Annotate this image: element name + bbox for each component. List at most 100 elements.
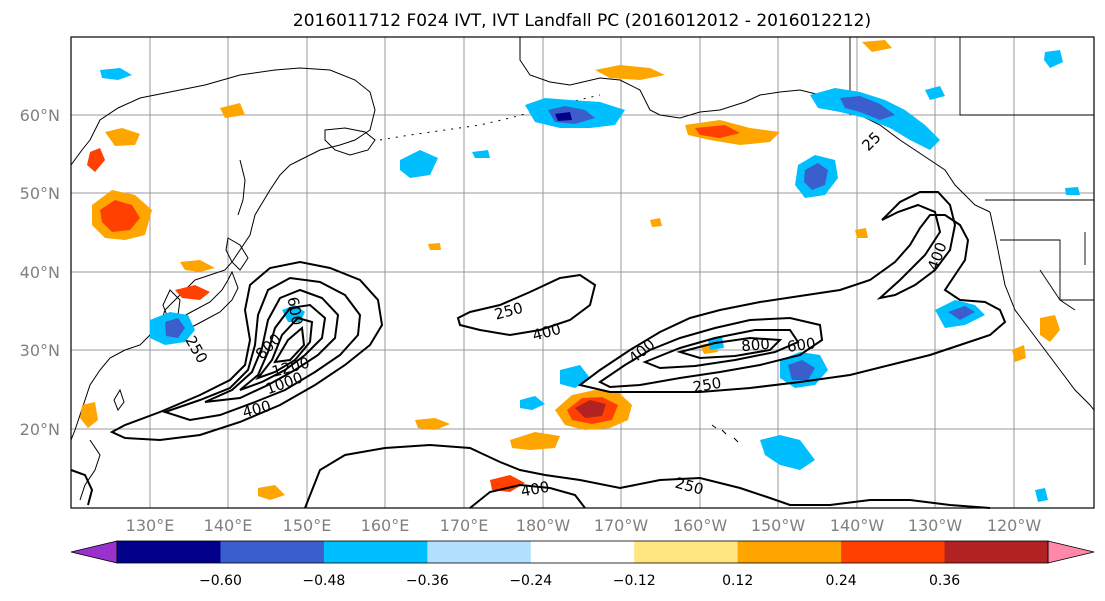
lon-label: 150°E xyxy=(283,516,332,535)
contour-250-sw xyxy=(70,469,94,506)
contour-250-mid xyxy=(456,273,597,337)
colorbar-ticks: −0.60 −0.48 −0.36 −0.24 −0.12 0.12 0.24 0.36 xyxy=(199,573,960,589)
neg-blob-bering-3 xyxy=(555,112,572,121)
coast-taiwan xyxy=(113,388,125,412)
pos-blob-nw xyxy=(105,128,140,146)
contour-400-ne xyxy=(876,191,957,300)
lon-label: 160°W xyxy=(673,516,728,535)
colorbar-tick-label: 0.36 xyxy=(929,573,960,589)
lon-labels: 130°E 140°E 150°E 160°E 170°E 180°W 170°… xyxy=(126,516,1042,535)
colorbar-segment xyxy=(117,541,221,563)
contour-label-400-s: 400 xyxy=(519,478,550,501)
lat-label: 50°N xyxy=(20,184,60,203)
neg-blob-sse xyxy=(760,435,815,470)
colorbar: −0.60 −0.48 −0.36 −0.24 −0.12 0.12 0.24 0.36 xyxy=(70,540,1095,589)
contour-label-800-east: 800 xyxy=(741,335,771,355)
contour-400-west xyxy=(161,276,362,422)
pos-blob-calif xyxy=(1040,315,1060,342)
colorbar-outline xyxy=(116,540,1049,564)
anomaly-fills xyxy=(80,40,1060,500)
neg-blob-canada-2 xyxy=(925,86,945,100)
pos-blob-mid-2 xyxy=(428,243,441,250)
coast-alaska xyxy=(519,37,991,213)
map-border xyxy=(70,36,1095,509)
colorbar-segments xyxy=(70,540,1095,564)
colorbar-segment xyxy=(530,541,635,563)
pos-blob-alaska-3 xyxy=(595,65,665,80)
neg-blob-japan-2 xyxy=(165,318,185,338)
contour-400-south xyxy=(469,483,586,509)
border-canada-provinces xyxy=(959,37,1094,116)
contour-label-600-w: 600 xyxy=(284,295,307,326)
pos-blob-japan-2 xyxy=(175,285,210,300)
colorbar-segment xyxy=(220,541,325,563)
lon-label: 170°W xyxy=(594,516,649,535)
colorbar-segment xyxy=(944,541,1049,563)
neg-blob-goa-4 xyxy=(804,163,828,190)
coast-sakhalin xyxy=(237,159,246,216)
coast-hawaii xyxy=(711,424,739,443)
colorbar-segment xyxy=(841,541,946,563)
lon-label: 160°E xyxy=(361,516,410,535)
pos-blob-japan xyxy=(180,260,215,272)
coast-na-west xyxy=(989,211,1095,411)
colorbar-tick-label: −0.24 xyxy=(509,573,552,589)
neg-blob-canada xyxy=(1044,50,1063,68)
pos-blob-south xyxy=(510,432,560,450)
neg-blob-se xyxy=(1035,488,1048,502)
contour-250-south xyxy=(304,443,991,509)
colorbar-tick-label: 0.12 xyxy=(722,573,753,589)
ivt-contours xyxy=(70,191,1007,509)
neg-blob-goa-2 xyxy=(840,96,895,120)
colorbar-tick-label: −0.60 xyxy=(199,573,242,589)
pos-blob-south-3 xyxy=(415,418,450,430)
contour-250-west xyxy=(109,260,384,442)
coast-siberia xyxy=(70,67,376,281)
neg-blob-east-4 xyxy=(788,360,815,380)
contour-800-east xyxy=(676,336,783,360)
contour-1200-west xyxy=(273,326,306,364)
pos-blob-central-3 xyxy=(575,400,606,418)
lon-label: 140°E xyxy=(204,516,253,535)
figure-title: 2016011712 F024 IVT, IVT Landfall PC (20… xyxy=(293,11,871,31)
neg-blob-central-2 xyxy=(520,396,545,410)
colorbar-tick-label: −0.12 xyxy=(613,573,656,589)
lon-label: 130°W xyxy=(908,516,963,535)
lat-labels: 60°N 50°N 40°N 30°N 20°N xyxy=(20,106,60,439)
lon-label: 130°E xyxy=(126,516,175,535)
contour-label-600-east: 600 xyxy=(786,334,817,356)
colorbar-segment xyxy=(323,541,428,563)
pos-blob-sw-2 xyxy=(258,485,285,500)
contour-label-250-east: 250 xyxy=(691,374,722,397)
contour-800-west xyxy=(239,303,327,391)
colorbar-segment xyxy=(634,541,739,563)
map-panel: 250 400 400 800 600 250 400 25 250 800 6… xyxy=(70,36,1095,509)
pos-blob-mid-1 xyxy=(650,218,662,227)
lon-label: 170°E xyxy=(440,516,489,535)
neg-blob-canada-3 xyxy=(1065,187,1080,195)
pos-blob-ne xyxy=(855,228,868,238)
contour-250-east xyxy=(577,214,1007,393)
colorbar-tick-label: −0.36 xyxy=(406,573,449,589)
coast-kamchatka xyxy=(324,127,376,156)
graticule xyxy=(71,37,1094,508)
coast-philippines xyxy=(79,439,101,501)
lat-label: 30°N xyxy=(20,341,60,360)
pos-blob-alaska-2 xyxy=(695,125,740,138)
lat-label: 40°N xyxy=(20,263,60,282)
pos-blob-china-2 xyxy=(100,200,140,232)
colorbar-tick-label: −0.48 xyxy=(302,573,345,589)
lat-label: 60°N xyxy=(20,106,60,125)
neg-blob-n-pac xyxy=(400,150,438,178)
colorbar-extend-max xyxy=(1047,540,1095,564)
lon-label: 140°W xyxy=(830,516,885,535)
pos-blob-okhotsk xyxy=(220,103,245,118)
colorbar-extend-min xyxy=(70,540,118,564)
coast-hokkaido xyxy=(225,237,249,271)
contour-1000-west xyxy=(255,316,314,381)
lon-label: 120°W xyxy=(987,516,1042,535)
colorbar-segment xyxy=(737,541,842,563)
pos-blob-sw xyxy=(80,402,98,428)
neg-blob-goa xyxy=(810,88,940,150)
